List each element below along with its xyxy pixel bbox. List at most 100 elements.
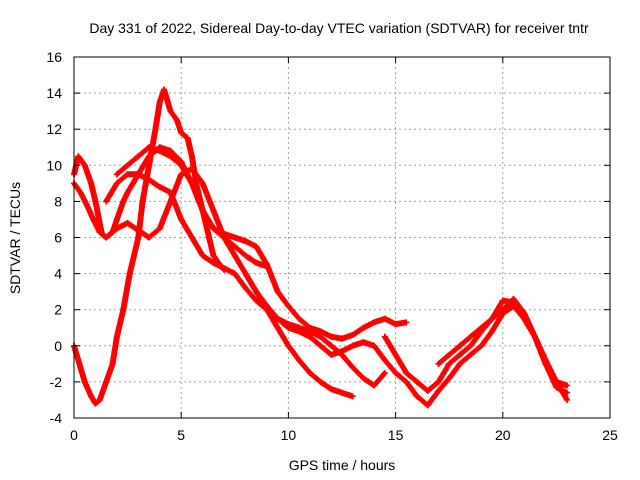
data-point [253, 243, 260, 250]
data-point [403, 319, 410, 326]
data-point [306, 324, 313, 331]
data-point [349, 393, 356, 400]
data-point [456, 351, 463, 358]
data-point [285, 324, 292, 331]
y-tick-label: -4 [50, 410, 63, 426]
data-point [88, 180, 95, 187]
data-point [135, 153, 142, 160]
data-point [456, 342, 463, 349]
series-track-1 [71, 86, 228, 407]
y-tick-label: 8 [54, 193, 62, 209]
axis-ticks [73, 56, 611, 419]
data-point [339, 348, 345, 355]
y-tick-label: 14 [46, 85, 62, 101]
data-point [414, 378, 421, 385]
data-point [231, 252, 238, 259]
data-point [392, 351, 399, 358]
data-point [173, 117, 180, 124]
x-tick-label: 25 [602, 427, 618, 443]
data-point [103, 378, 110, 385]
y-tick-label: 2 [54, 302, 62, 318]
data-point [120, 306, 127, 313]
data-point [184, 135, 191, 142]
data-point [113, 333, 120, 340]
data-point [435, 378, 442, 385]
data-point [263, 261, 270, 268]
data-point [113, 180, 120, 187]
data-point [564, 396, 571, 403]
data-point [113, 225, 120, 232]
data-point [92, 400, 99, 407]
data-point [178, 171, 185, 178]
data-point [156, 99, 163, 106]
data-point [381, 315, 388, 322]
data-point [510, 295, 517, 302]
series-trace [103, 171, 387, 389]
y-tick-label: 10 [46, 157, 62, 173]
y-tick-label: 12 [46, 121, 62, 137]
series-trace [242, 270, 570, 409]
data-point [521, 310, 528, 317]
data-point [103, 198, 110, 205]
data-point [139, 198, 146, 205]
data-point [339, 335, 345, 342]
data-point [360, 324, 367, 331]
data-point [231, 243, 238, 250]
x-tick-label: 5 [177, 427, 185, 443]
data-point [242, 270, 249, 277]
series-track-4 [103, 171, 388, 389]
data-point [403, 378, 410, 385]
data-point [435, 360, 442, 367]
data-point [221, 230, 228, 237]
data-point [414, 393, 421, 400]
grid-lines [74, 57, 610, 418]
series-trace [113, 144, 408, 342]
data-point [274, 315, 281, 322]
data-point [188, 234, 195, 241]
data-point [167, 189, 174, 196]
data-point [210, 252, 217, 259]
data-point [156, 225, 163, 232]
data-point [124, 220, 131, 227]
data-point [285, 303, 292, 310]
data-point [124, 162, 131, 169]
data-point [564, 382, 571, 389]
y-axis-title: SDTVAR / TECUs [7, 182, 23, 294]
chart-title: Day 331 of 2022, Sidereal Day-to-day VTE… [89, 20, 589, 36]
data-point [403, 369, 410, 376]
data-point [328, 342, 335, 349]
data-point [285, 342, 292, 349]
data-point [81, 378, 88, 385]
data-point [188, 153, 195, 160]
data-point [199, 207, 206, 214]
data-point [317, 342, 324, 349]
data-point [253, 288, 260, 295]
data-point [296, 315, 303, 322]
data-point [392, 369, 399, 376]
data-point [231, 234, 238, 241]
data-point [199, 252, 206, 259]
data-point [199, 180, 206, 187]
data-point [146, 144, 153, 151]
data-point [349, 342, 356, 349]
data-point [156, 147, 163, 154]
data-point [467, 351, 474, 358]
x-tick-label: 15 [388, 427, 404, 443]
data-point [328, 386, 335, 393]
data-point [489, 328, 496, 335]
data-point [274, 288, 281, 295]
data-point [371, 342, 378, 349]
data-point [499, 297, 506, 304]
data-point [253, 297, 260, 304]
data-point [188, 165, 195, 172]
series-track-6 [242, 270, 571, 409]
data-point [113, 216, 120, 223]
data-point [296, 328, 303, 335]
data-point [210, 207, 217, 214]
x-tick-label: 20 [495, 427, 511, 443]
data-point [360, 375, 367, 382]
series-trace [71, 86, 227, 407]
data-point [152, 126, 159, 133]
data-point [478, 324, 485, 331]
data-point [446, 375, 453, 382]
